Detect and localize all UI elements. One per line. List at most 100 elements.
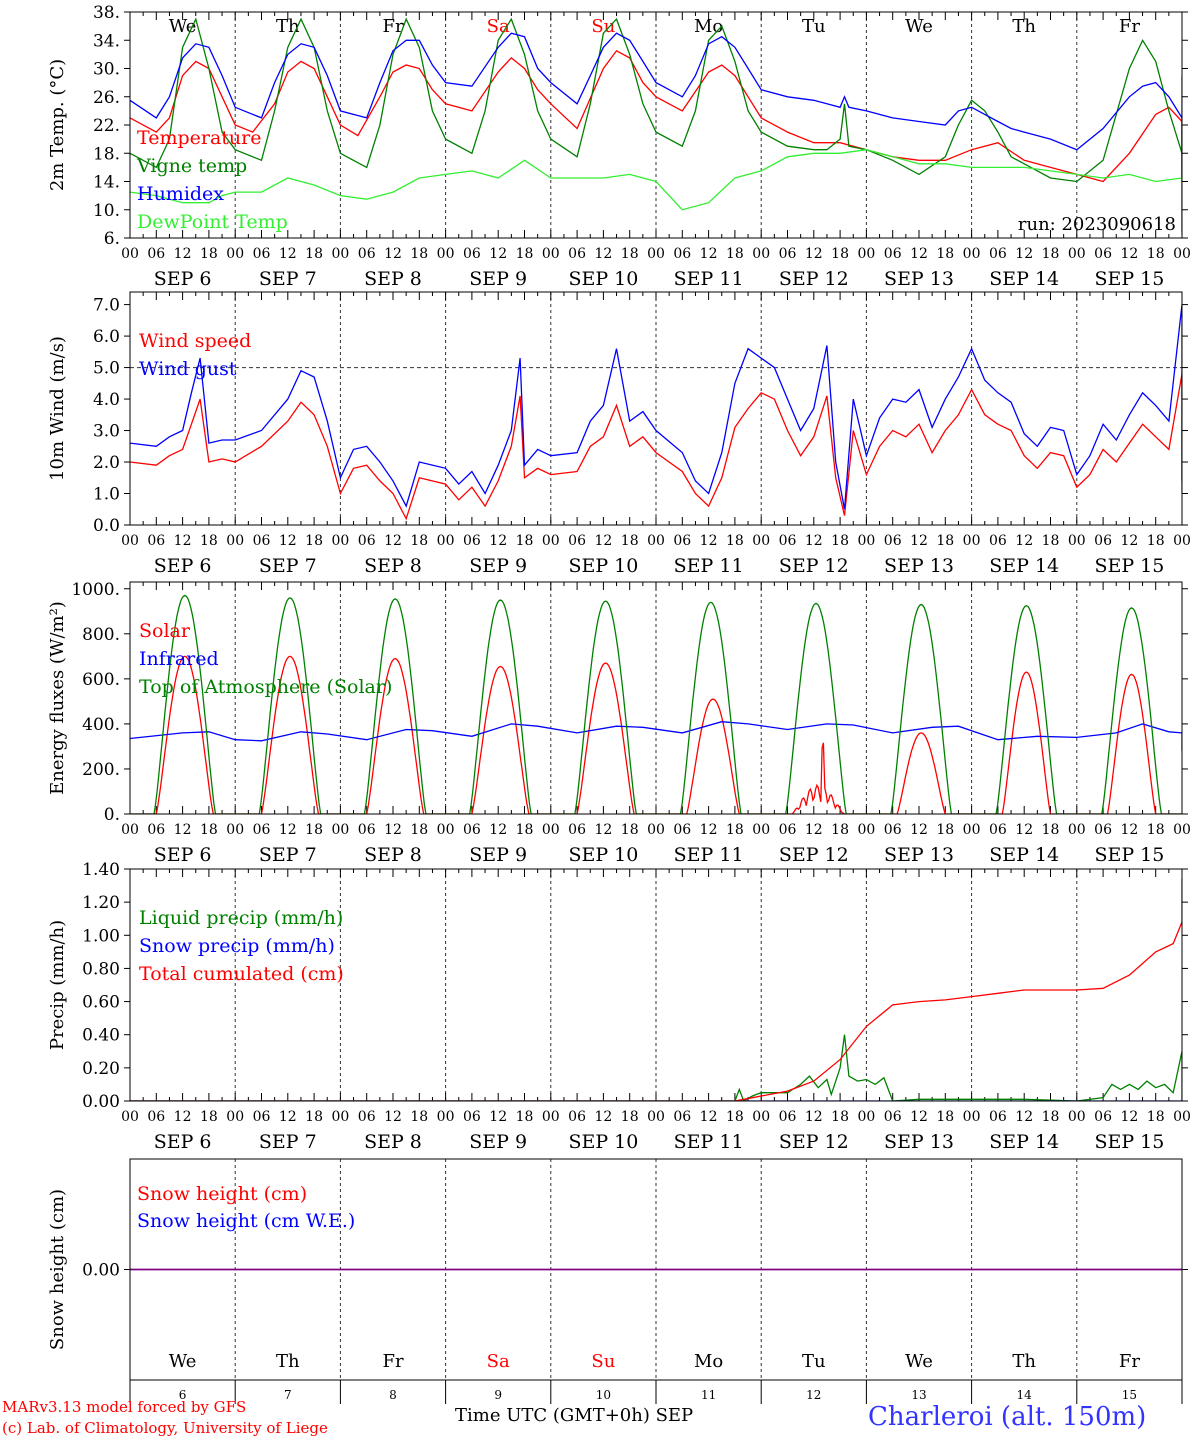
hour-label: 00 — [331, 246, 349, 262]
series-line-dewpoint-temp — [130, 149, 1182, 235]
weekday-label: Mo — [694, 1351, 723, 1372]
hour-label: 12 — [1120, 246, 1138, 262]
series-line-total-cumulated-cm- — [130, 878, 1182, 1101]
y-axis-title: Energy fluxes (W/m²) — [47, 601, 68, 795]
hour-label: 00 — [1173, 822, 1191, 838]
hour-label: 06 — [989, 246, 1007, 262]
hour-label: 06 — [989, 1109, 1007, 1125]
weekday-label: Th — [1012, 16, 1036, 37]
hour-label: 12 — [174, 533, 192, 549]
y-tick-label: 4.0 — [93, 390, 120, 410]
day-number-label: 7 — [284, 1388, 292, 1402]
date-label: SEP 12 — [779, 1131, 849, 1153]
hour-label: 06 — [463, 246, 481, 262]
date-label: SEP 13 — [884, 268, 954, 290]
hour-label: 12 — [1015, 822, 1033, 838]
y-tick-label: 0.60 — [82, 993, 120, 1013]
hour-label: 00 — [1068, 822, 1086, 838]
legend-entry: Temperature — [137, 127, 261, 149]
panel-precip: 0.00 0.20 0.40 0.60 0.80 1.00 1.20 1.40 Precip (… — [47, 860, 1191, 1153]
day-number-label: 13 — [911, 1388, 926, 1402]
hour-label: 00 — [331, 533, 349, 549]
hour-label: 06 — [253, 1109, 271, 1125]
hour-label: 18 — [1147, 1109, 1165, 1125]
y-axis-title: Snow height (cm) — [47, 1189, 68, 1350]
hour-label: 12 — [279, 822, 297, 838]
panel-snow: 0.00 Snow height (cm) We 6 Th 7 Fr 8 Sa 9 Su 10 Mo 11… — [47, 1158, 1188, 1404]
hour-label: 18 — [1147, 246, 1165, 262]
date-label: SEP 14 — [989, 1131, 1059, 1153]
hour-label: 12 — [805, 822, 823, 838]
hour-label: 18 — [726, 246, 744, 262]
hour-label: 00 — [1173, 246, 1191, 262]
run-annotation: run: 2023090618 — [1018, 214, 1176, 235]
weekday-label: Sa — [487, 1351, 510, 1372]
y-tick-label: 30. — [93, 60, 120, 80]
hour-label: 06 — [253, 822, 271, 838]
panel-frame — [129, 291, 1183, 526]
hour-label: 06 — [779, 822, 797, 838]
hour-label: 06 — [779, 1109, 797, 1125]
hour-label: 00 — [1173, 533, 1191, 549]
hour-label: 00 — [963, 1109, 981, 1125]
hour-label: 00 — [647, 822, 665, 838]
hour-label: 12 — [489, 822, 507, 838]
date-label: SEP 8 — [364, 268, 422, 290]
date-label: SEP 12 — [779, 555, 849, 577]
series-line-vigne-temp — [130, 17, 1182, 231]
weekday-label: Fr — [382, 16, 403, 37]
hour-label: 18 — [305, 1109, 323, 1125]
day-number-label: 8 — [389, 1388, 397, 1402]
hour-label: 18 — [621, 246, 639, 262]
hour-label: 18 — [516, 822, 534, 838]
date-label: SEP 7 — [259, 1131, 317, 1153]
legend-entry: Humidex — [137, 183, 224, 205]
hour-label: 12 — [910, 533, 928, 549]
y-tick-label: 0.40 — [82, 1026, 120, 1046]
y-tick-label: 1.0 — [93, 485, 120, 505]
hour-label: 12 — [174, 822, 192, 838]
hour-label: 00 — [963, 246, 981, 262]
legend-entry: Wind gust — [139, 358, 237, 380]
hour-label: 12 — [1120, 1109, 1138, 1125]
weekday-label: Mo — [694, 16, 723, 37]
hour-label: 06 — [989, 533, 1007, 549]
date-label: SEP 10 — [568, 844, 638, 866]
hour-label: 18 — [831, 1109, 849, 1125]
hour-label: 12 — [1120, 822, 1138, 838]
hour-label: 18 — [410, 533, 428, 549]
hour-label: 06 — [253, 246, 271, 262]
hour-label: 12 — [1015, 1109, 1033, 1125]
legend-entry: Snow precip (mm/h) — [139, 935, 335, 957]
hour-label: 00 — [857, 246, 875, 262]
station-title: Charleroi (alt. 150m) — [868, 1402, 1147, 1432]
day-number-label: 10 — [596, 1388, 611, 1402]
hour-label: 12 — [1015, 533, 1033, 549]
x-axis-title: Time UTC (GMT+0h) SEP — [455, 1405, 694, 1426]
hour-label: 18 — [936, 1109, 954, 1125]
hour-label: 00 — [226, 533, 244, 549]
hour-label: 18 — [305, 246, 323, 262]
weekday-label: We — [905, 1351, 933, 1372]
hour-label: 12 — [700, 246, 718, 262]
date-label: SEP 9 — [469, 1131, 527, 1153]
hour-label: 00 — [542, 822, 560, 838]
date-label: SEP 11 — [674, 1131, 744, 1153]
hour-label: 06 — [463, 1109, 481, 1125]
hour-label: 06 — [358, 822, 376, 838]
y-tick-label: 1.20 — [82, 893, 120, 913]
y-tick-label: 800. — [82, 625, 120, 645]
legend-entry: Infrared — [139, 648, 219, 670]
hour-label: 06 — [1094, 246, 1112, 262]
hour-label: 12 — [279, 533, 297, 549]
date-label: SEP 10 — [568, 1131, 638, 1153]
hour-label: 00 — [1068, 1109, 1086, 1125]
panel-frame — [129, 868, 1183, 1102]
hour-label: 18 — [516, 533, 534, 549]
day-number-label: 6 — [179, 1388, 187, 1402]
hour-label: 18 — [831, 533, 849, 549]
date-label: SEP 6 — [154, 1131, 212, 1153]
legend-entry: Vigne temp — [136, 155, 247, 177]
hour-label: 06 — [568, 1109, 586, 1125]
y-tick-label: 0. — [104, 805, 120, 825]
